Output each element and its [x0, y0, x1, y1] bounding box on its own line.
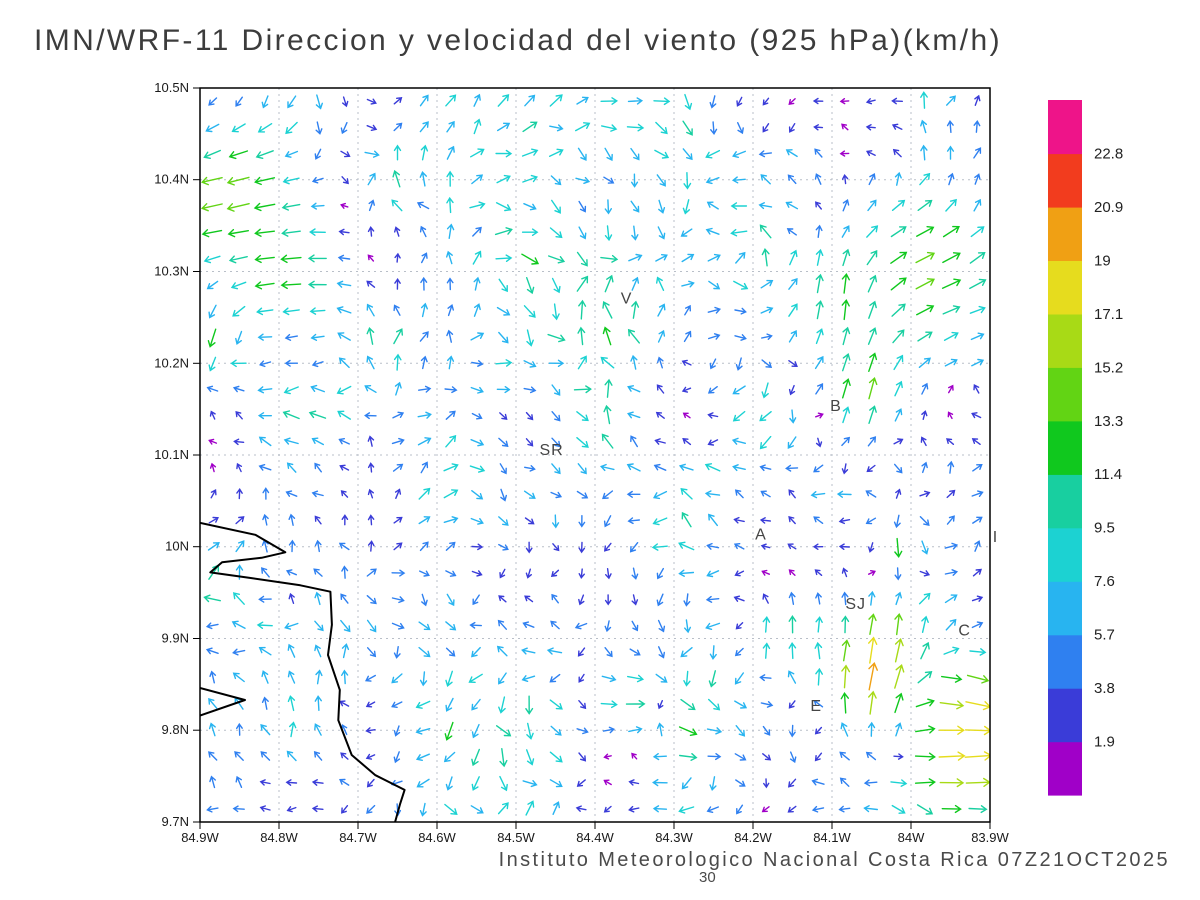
svg-text:84.7W: 84.7W	[339, 830, 377, 845]
colorbar	[1048, 100, 1082, 796]
svg-text:10.3N: 10.3N	[154, 264, 189, 279]
svg-text:I: I	[993, 529, 998, 546]
coastline	[200, 521, 406, 822]
svg-text:3.8: 3.8	[1094, 680, 1115, 697]
frame-number: 30	[699, 869, 716, 886]
svg-text:10N: 10N	[165, 539, 189, 554]
svg-text:22.8: 22.8	[1094, 146, 1123, 163]
svg-text:20.9: 20.9	[1094, 199, 1123, 216]
svg-text:7.6: 7.6	[1094, 573, 1115, 590]
svg-text:84.8W: 84.8W	[260, 830, 298, 845]
svg-text:84.2W: 84.2W	[734, 830, 772, 845]
svg-text:9.9N: 9.9N	[162, 631, 189, 646]
y-axis-labels: 9.7N 9.8N 9.9N 10N 10.1N 10.2N 10.3N 10.4N 10.5N	[154, 80, 189, 829]
svg-text:84.6W: 84.6W	[418, 830, 456, 845]
svg-text:11.4: 11.4	[1094, 466, 1122, 483]
svg-text:84W: 84W	[898, 830, 925, 845]
x-axis-labels: 84.9W 84.8W 84.7W 84.6W 84.5W 84.4W 84.3W 84.2W…	[181, 830, 1009, 845]
svg-text:10.4N: 10.4N	[154, 172, 189, 187]
station-labels: V B SR A SJ C E I	[539, 291, 998, 715]
svg-text:1.9: 1.9	[1094, 734, 1115, 751]
gridlines	[200, 88, 990, 822]
chart-title: IMN/WRF-11 Direccion y velocidad del vie…	[34, 24, 1002, 57]
svg-text:84.4W: 84.4W	[576, 830, 614, 845]
svg-text:15.2: 15.2	[1094, 359, 1123, 376]
svg-text:17.1: 17.1	[1094, 306, 1123, 323]
svg-text:A: A	[755, 526, 767, 543]
svg-text:84.5W: 84.5W	[497, 830, 535, 845]
svg-text:19: 19	[1094, 252, 1111, 269]
svg-text:10.1N: 10.1N	[154, 447, 189, 462]
svg-text:SJ: SJ	[845, 596, 866, 613]
svg-text:84.9W: 84.9W	[181, 830, 219, 845]
svg-text:84.1W: 84.1W	[813, 830, 851, 845]
svg-text:9.5: 9.5	[1094, 520, 1115, 537]
svg-text:13.3: 13.3	[1094, 413, 1123, 430]
axis-ticks	[193, 87, 991, 829]
svg-text:10.5N: 10.5N	[154, 80, 189, 95]
svg-text:84.3W: 84.3W	[655, 830, 693, 845]
credit-text: Instituto Meteorologico Nacional Costa R…	[498, 849, 1170, 871]
svg-text:5.7: 5.7	[1094, 627, 1115, 644]
svg-text:83.9W: 83.9W	[971, 830, 1009, 845]
svg-text:10.2N: 10.2N	[154, 355, 189, 370]
svg-text:SR: SR	[539, 442, 563, 459]
svg-text:9.8N: 9.8N	[162, 722, 189, 737]
svg-text:B: B	[830, 398, 842, 415]
colorbar-labels: 1.9 3.8 5.7 7.6 9.5 11.4 13.3 15.2 17.1 19 20.9 22.…	[1094, 146, 1123, 751]
wind-vectors	[200, 91, 990, 817]
svg-text:E: E	[810, 698, 822, 715]
svg-text:V: V	[621, 291, 633, 308]
svg-text:9.7N: 9.7N	[162, 814, 189, 829]
svg-text:C: C	[958, 623, 971, 640]
